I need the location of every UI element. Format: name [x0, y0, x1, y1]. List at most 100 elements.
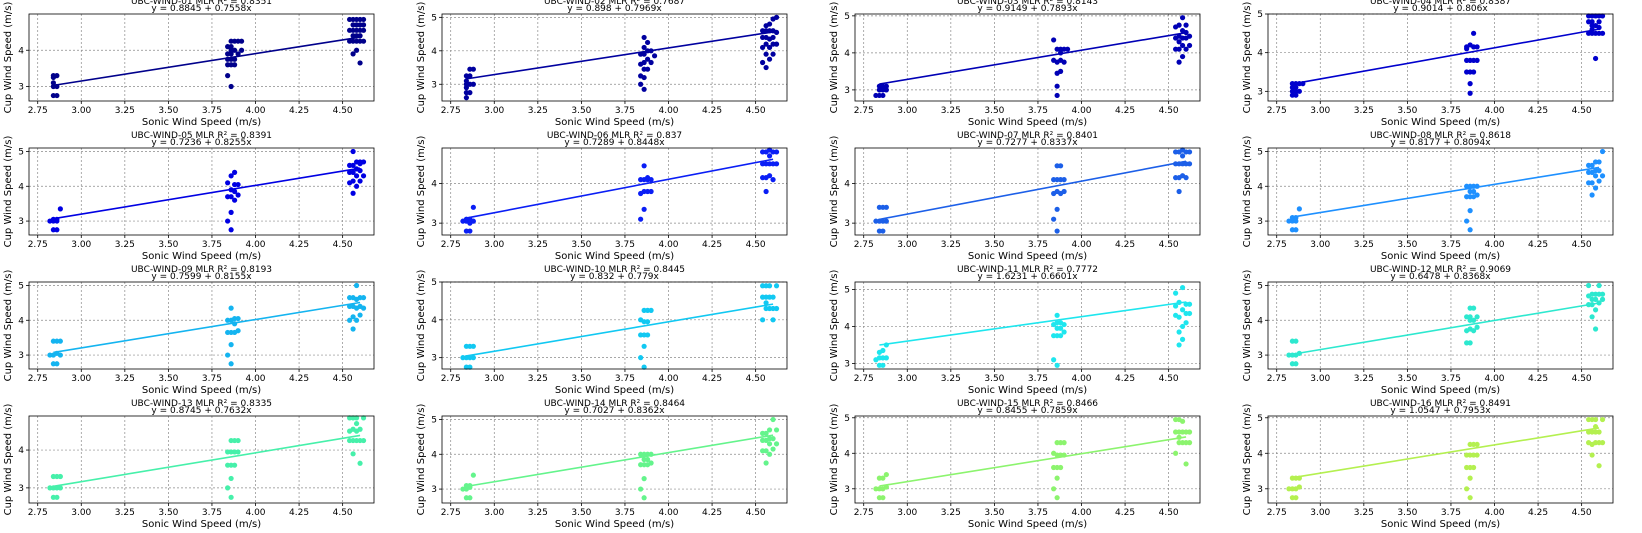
regression-equation: y = 0.7289 + 0.8448x	[564, 138, 665, 148]
data-point	[1596, 429, 1602, 435]
data-point	[350, 190, 356, 196]
data-point	[1061, 188, 1067, 195]
x-tick-label: 2.75	[854, 374, 874, 384]
x-axis-label: Sonic Wind Speed (m/s)	[1381, 251, 1500, 262]
data-point	[357, 460, 363, 466]
x-tick-label: 3.50	[984, 374, 1004, 384]
data-point	[1173, 290, 1179, 296]
data-point	[645, 456, 651, 463]
regression-equation: y = 1.0547 + 0.7953x	[1390, 406, 1491, 416]
regression-line	[879, 31, 1187, 85]
x-tick-label: 2.75	[28, 240, 48, 250]
plot-frame	[441, 281, 788, 370]
y-tick-label: 5	[844, 285, 850, 295]
data-point	[1596, 300, 1602, 306]
subplot-14: 2.75 3.00 3.25 3.50 3.75 4.00 4.25 4.50 3 4 5 UBC-W…	[416, 399, 788, 530]
data-point	[1471, 188, 1477, 195]
data-point	[235, 449, 241, 455]
data-point	[232, 169, 238, 175]
x-tick-label: 3.75	[1441, 508, 1461, 518]
x-tick-label: 4.25	[702, 508, 722, 518]
regression-line	[1292, 427, 1600, 479]
data-point	[54, 92, 60, 99]
x-tick-label: 4.00	[658, 240, 678, 250]
x-tick-label: 2.75	[441, 374, 461, 384]
regression-line	[1292, 166, 1600, 218]
y-tick-label: 4	[844, 322, 850, 332]
data-point	[1471, 328, 1477, 334]
data-point	[880, 347, 886, 354]
data-point	[1599, 13, 1606, 19]
x-tick-label: 3.25	[115, 374, 135, 384]
data-point	[54, 73, 60, 79]
x-tick-label: 2.75	[1267, 374, 1287, 384]
data-point	[1179, 336, 1186, 342]
subplot-01: 2.75 3.00 3.25 3.50 3.75 4.00 4.25 4.50 3 4 UBC-WI…	[3, 0, 375, 128]
data-point	[1599, 30, 1606, 36]
data-point	[1051, 486, 1057, 492]
data-point	[763, 64, 769, 71]
data-point	[641, 163, 647, 169]
data-point	[773, 29, 780, 36]
y-axis-label: Cup Wind Speed (m/s)	[1242, 2, 1253, 114]
data-point	[235, 437, 241, 444]
x-axis-label: Sonic Wind Speed (m/s)	[555, 117, 674, 128]
data-point	[350, 169, 356, 175]
data-point	[1296, 484, 1302, 490]
data-point	[235, 192, 241, 198]
data-point	[1176, 59, 1182, 65]
data-point	[353, 173, 360, 179]
data-point	[232, 197, 238, 203]
data-point	[1176, 188, 1182, 195]
data-point	[225, 218, 231, 224]
plot-frame	[1267, 415, 1614, 504]
data-point	[1061, 329, 1067, 335]
regression-equation: y = 0.8177 + 0.8094x	[1390, 138, 1491, 148]
data-point	[641, 364, 647, 370]
y-tick-label: 3	[844, 86, 850, 96]
data-point	[763, 300, 769, 306]
y-tick-label: 3	[431, 354, 437, 364]
x-tick-label: 4.25	[289, 106, 309, 116]
data-point	[228, 51, 234, 57]
data-point	[1592, 55, 1599, 62]
y-tick-label: 4	[844, 49, 850, 59]
data-point	[1474, 324, 1480, 330]
data-point	[641, 74, 647, 81]
x-tick-label: 4.50	[1572, 240, 1592, 250]
data-point	[360, 415, 367, 421]
data-point	[770, 436, 776, 442]
data-point	[773, 41, 780, 47]
x-tick-label: 3.00	[1310, 106, 1330, 116]
data-point	[1179, 42, 1186, 49]
x-tick-label: 3.25	[115, 106, 135, 116]
data-point	[350, 451, 356, 457]
data-point	[54, 494, 60, 500]
data-point	[1293, 84, 1299, 91]
data-point	[1054, 92, 1060, 99]
data-point	[880, 475, 886, 481]
x-tick-label: 3.00	[484, 240, 504, 250]
x-tick-label: 3.75	[615, 508, 635, 518]
y-tick-label: 3	[1257, 217, 1263, 227]
data-point	[50, 80, 56, 86]
data-point	[1179, 284, 1186, 291]
data-point	[1599, 148, 1606, 155]
subplot-10: 2.75 3.00 3.25 3.50 3.75 4.00 4.25 4.50 3 4 5 UBC-W…	[416, 265, 788, 396]
data-point	[1058, 68, 1064, 74]
data-point	[1051, 216, 1057, 222]
data-point	[641, 59, 647, 66]
data-point	[773, 283, 780, 289]
x-tick-label: 3.75	[202, 106, 222, 116]
data-point	[641, 86, 647, 92]
data-point	[235, 315, 241, 322]
data-point	[1589, 180, 1595, 186]
data-point	[467, 90, 473, 96]
data-point	[350, 162, 356, 168]
x-tick-label: 4.25	[1528, 240, 1548, 250]
data-point	[1589, 19, 1595, 25]
data-point	[773, 441, 780, 447]
data-point	[1589, 162, 1595, 168]
data-point	[641, 44, 647, 51]
y-axis-label: Cup Wind Speed (m/s)	[829, 270, 840, 382]
